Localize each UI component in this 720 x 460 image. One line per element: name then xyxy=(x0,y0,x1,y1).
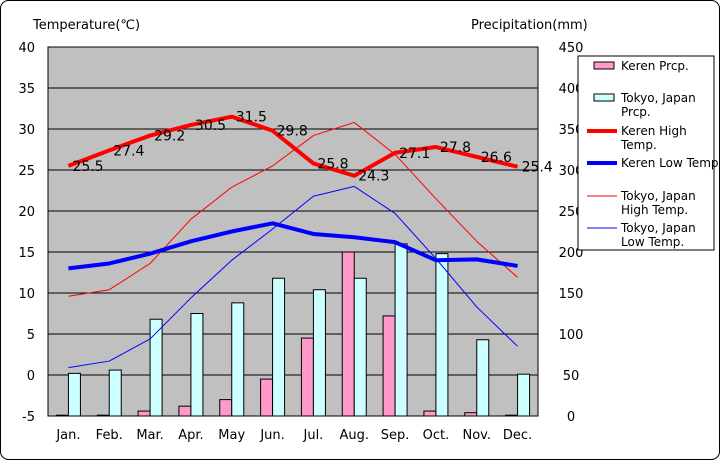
x-tick-label: Jul. xyxy=(303,428,324,443)
x-axis-ticks: Jan. Feb. Mar. Apr. May Jun. Jul. Aug. Sep. Oct. N… xyxy=(55,428,532,443)
bar-tokyo-prcp xyxy=(517,373,531,417)
bar-tokyo-prcp xyxy=(67,372,81,417)
x-tick-label: Mar. xyxy=(136,428,163,443)
plot-border xyxy=(47,46,539,417)
legend-label: Keren Prcp. xyxy=(621,59,689,73)
bar-tokyo-prcp xyxy=(312,289,326,417)
right-tick-label: 400 xyxy=(559,82,584,97)
bar-tokyo-prcp xyxy=(272,277,286,417)
legend-swatch xyxy=(593,93,615,102)
bar-tokyo-prcp xyxy=(108,369,122,417)
left-tick-label: -5 xyxy=(22,410,35,425)
data-label: 30.5 xyxy=(195,118,226,134)
right-tick-label: 0 xyxy=(567,410,575,425)
x-tick-label: Jun. xyxy=(259,428,284,443)
legend-label: Tokyo, Japan High Temp. xyxy=(620,189,696,217)
left-tick-label: 25 xyxy=(18,164,35,179)
left-tick-label: 5 xyxy=(27,328,35,343)
data-label: 26.6 xyxy=(481,150,512,166)
line-tokyo-japan-low-temp xyxy=(68,185,518,369)
bars xyxy=(55,243,531,417)
bar-tokyo-prcp xyxy=(476,339,490,417)
x-tick-label: Feb. xyxy=(96,428,123,443)
left-tick-label: 10 xyxy=(18,287,35,302)
right-tick-label: 450 xyxy=(559,41,584,56)
x-tick-label: May xyxy=(218,428,245,443)
data-label: 27.1 xyxy=(399,146,430,162)
data-label: 25.4 xyxy=(522,160,553,176)
legend-label: Tokyo, Japan Low Temp. xyxy=(620,221,696,249)
bar-tokyo-prcp xyxy=(353,277,367,417)
x-tick-label: Sep. xyxy=(381,428,410,443)
x-tick-label: Apr. xyxy=(178,428,203,443)
right-tick-label: 150 xyxy=(559,287,584,302)
data-label: 29.2 xyxy=(154,129,185,145)
data-label: 24.3 xyxy=(358,169,389,185)
legend-box xyxy=(577,55,715,251)
x-tick-label: Jan. xyxy=(55,428,80,443)
data-label: 29.8 xyxy=(277,124,308,140)
bar-tokyo-prcp xyxy=(394,243,408,417)
left-tick-label: 40 xyxy=(18,41,35,56)
left-tick-label: 35 xyxy=(18,82,35,97)
data-label: 31.5 xyxy=(236,110,267,126)
left-tick-label: 20 xyxy=(18,205,35,220)
x-tick-label: Aug. xyxy=(339,428,369,443)
right-axis-ticks: 0 50 100 150 200 250 300 350 400 450 xyxy=(559,41,584,425)
legend-swatch xyxy=(593,61,615,70)
legend-label: Tokyo, Japan Prcp. xyxy=(620,91,696,119)
bar-keren-prcp xyxy=(423,410,437,417)
bar-keren-prcp xyxy=(300,337,314,417)
data-label: 27.4 xyxy=(113,143,144,159)
bar-tokyo-prcp xyxy=(190,313,204,417)
right-tick-label: 50 xyxy=(563,369,580,384)
legend-label: Keren Low Temp. xyxy=(621,156,720,170)
left-tick-label: 15 xyxy=(18,246,35,261)
bar-tokyo-prcp xyxy=(231,302,245,417)
legend-label: Keren High Temp. xyxy=(620,124,687,152)
plot-background xyxy=(48,47,538,416)
bar-keren-prcp xyxy=(219,399,233,417)
bar-keren-prcp xyxy=(260,378,274,417)
line-tokyo-japan-high-temp xyxy=(68,121,518,297)
legend: Keren Prcp. Tokyo, Japan Prcp. Keren High Te… xyxy=(577,55,720,251)
right-tick-label: 350 xyxy=(559,123,584,138)
line-keren-low-temp xyxy=(68,221,518,271)
bar-keren-prcp xyxy=(137,410,151,417)
bar-tokyo-prcp xyxy=(149,318,163,417)
bar-keren-prcp xyxy=(382,315,396,417)
x-tick-label: Dec. xyxy=(503,428,532,443)
right-tick-label: 300 xyxy=(559,164,584,179)
left-tick-label: 0 xyxy=(27,369,35,384)
plot-area: 25.5 27.4 29.2 30.5 31.5 29.8 25.8 24.3 27.1 27.8… xyxy=(47,46,553,417)
data-label: 25.8 xyxy=(317,156,348,172)
right-axis-title: Precipitation(mm) xyxy=(471,18,588,33)
bar-tokyo-prcp xyxy=(435,253,449,417)
right-tick-label: 200 xyxy=(559,246,584,261)
right-tick-label: 100 xyxy=(559,328,584,343)
bar-keren-prcp xyxy=(341,251,355,417)
left-tick-label: 30 xyxy=(18,123,35,138)
left-axis-ticks: -5 0 5 10 15 20 25 30 35 40 xyxy=(18,41,35,425)
x-tick-label: Oct. xyxy=(423,428,450,443)
right-tick-label: 250 xyxy=(559,205,584,220)
data-labels: 25.5 27.4 29.2 30.5 31.5 29.8 25.8 24.3 27.1 27.8… xyxy=(72,110,552,185)
lines xyxy=(67,114,519,369)
data-label: 27.8 xyxy=(440,140,471,156)
x-tick-label: Nov. xyxy=(463,428,492,443)
line-keren-high-temp xyxy=(67,114,519,178)
bar-keren-prcp xyxy=(178,405,192,417)
data-label: 25.5 xyxy=(72,159,103,175)
left-axis-title: Temperature(℃) xyxy=(32,18,140,33)
